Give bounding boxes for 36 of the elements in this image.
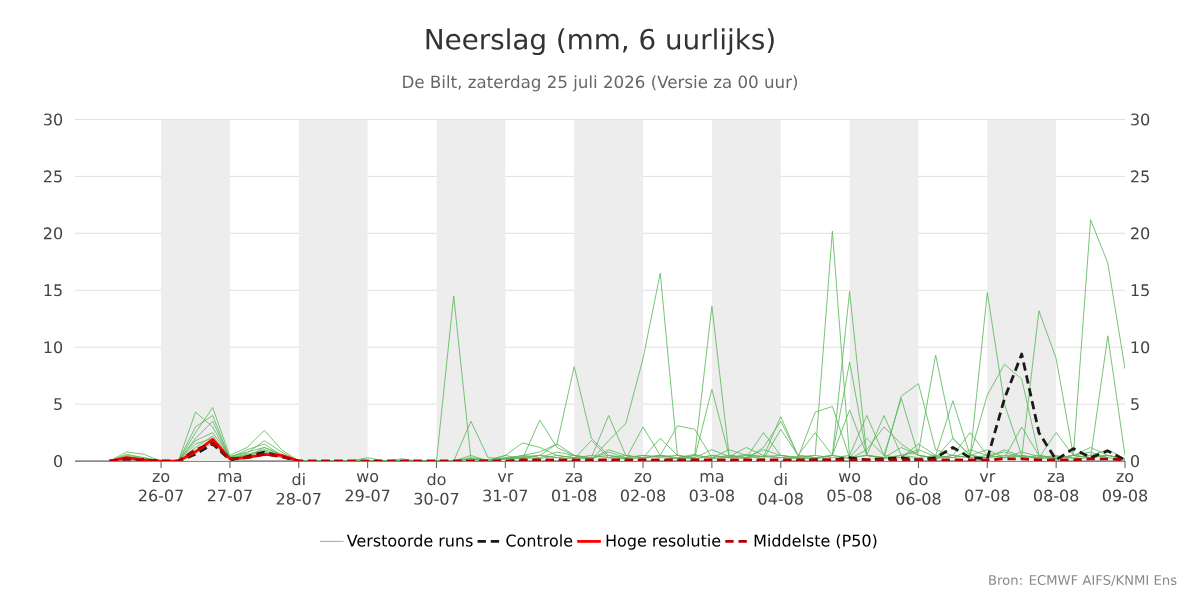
chart-title: Neerslag (mm, 6 uurlijks) — [426, 28, 774, 56]
y-tick-label: 15 — [44, 284, 62, 297]
y2-tick-label: 15 — [1131, 284, 1149, 297]
y2-tick-label: 25 — [1131, 170, 1149, 183]
y2-tick-label: 30 — [1131, 113, 1150, 126]
y-tick-label: 30 — [44, 113, 63, 126]
x-tick-label: zo 02-08 — [620, 472, 666, 502]
y-tick-label: 25 — [44, 170, 62, 183]
x-tick-label: vr 31-07 — [483, 472, 528, 502]
y2-tick-label: 0 — [1130, 455, 1140, 468]
x-tick-label: ma 03-08 — [689, 472, 734, 502]
x-tick-label: do 30-07 — [414, 472, 459, 505]
x-tick-label: wo 05-08 — [827, 472, 872, 502]
x-tick-label: vr 07-08 — [965, 472, 1010, 502]
y2-tick-label: 5 — [1131, 398, 1139, 411]
x-tick-label: di 28-07 — [276, 472, 321, 505]
legend-label: Middelste (P50) — [754, 534, 877, 549]
y-tick-label: 0 — [54, 455, 63, 468]
y2-tick-label: 20 — [1131, 227, 1150, 240]
legend-label: Verstoorde runs — [346, 534, 473, 547]
x-tick-label: di 04-08 — [758, 472, 803, 505]
x-tick-label: ma 27-07 — [207, 472, 252, 502]
y-tick-label: 10 — [44, 341, 63, 354]
x-tick-label: za 01-08 — [552, 472, 597, 502]
x-tick-label: do 06-08 — [896, 472, 941, 505]
legend-label: Controle — [506, 534, 573, 547]
legend-label: Hoge resolutie — [606, 534, 721, 550]
x-tick-label: zo 26-07 — [139, 472, 183, 502]
y-tick-label: 5 — [54, 398, 62, 411]
x-tick-label: zo 09-08 — [1102, 472, 1148, 502]
y-tick-label: 20 — [44, 227, 63, 240]
y2-tick-label: 10 — [1131, 341, 1150, 354]
chart-subtitle: De Bilt, zaterdag 25 juli 2026 (Versie za 00 uur) — [403, 75, 798, 92]
x-tick-label: za 08-08 — [1034, 472, 1079, 502]
x-tick-label: wo 29-07 — [345, 472, 390, 502]
text: Bron: ECMWF AIFS/KNMI Ens — [989, 575, 1177, 587]
